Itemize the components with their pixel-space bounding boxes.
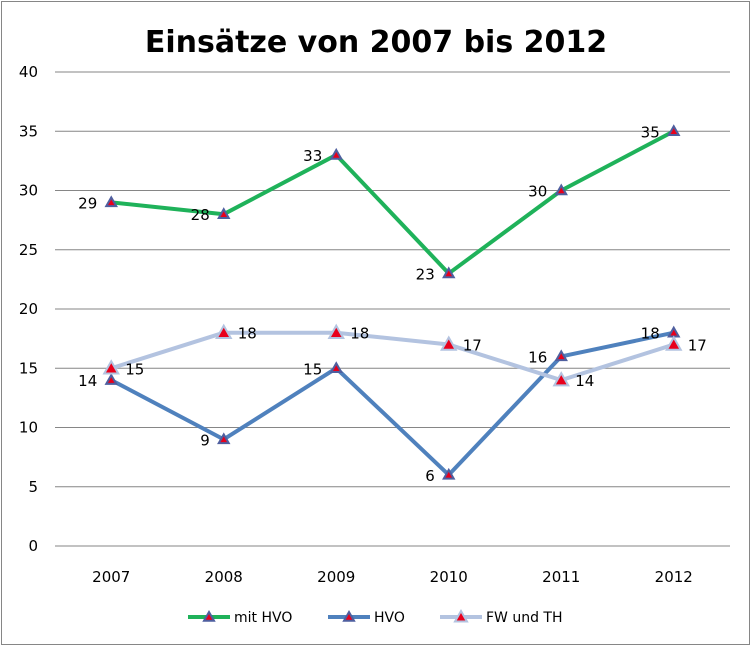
legend-item: FW und TH — [440, 608, 563, 626]
data-label: 28 — [191, 206, 210, 224]
series-mit-hvo: 29 28 33 23 30 35 — [78, 123, 681, 283]
triangle-marker — [342, 609, 356, 622]
data-label: 16 — [528, 348, 547, 366]
y-tick-label: 10 — [19, 419, 38, 437]
triangle-marker — [102, 359, 120, 375]
y-tick-label: 40 — [19, 63, 38, 81]
data-label: 18 — [641, 325, 660, 343]
triangle-marker — [453, 608, 469, 623]
data-label: 18 — [350, 325, 369, 343]
y-tick-label: 35 — [19, 122, 38, 140]
y-tick-label: 25 — [19, 241, 38, 259]
triangle-marker — [442, 266, 456, 279]
x-tick-label: 2009 — [317, 568, 355, 586]
triangle-marker — [104, 195, 118, 208]
y-tick-label: 30 — [19, 182, 38, 200]
y-tick-label: 5 — [28, 478, 38, 496]
triangle-marker — [667, 325, 681, 338]
data-label: 35 — [641, 123, 660, 141]
triangle-marker — [554, 183, 568, 196]
data-label: 9 — [200, 431, 210, 449]
legend-label: FW und TH — [486, 610, 563, 626]
triangle-marker — [554, 349, 568, 362]
x-tick-label: 2010 — [430, 568, 468, 586]
data-label: 14 — [78, 372, 97, 390]
triangle-marker — [215, 323, 233, 339]
triangle-marker — [327, 323, 345, 339]
legend-label: HVO — [374, 610, 405, 626]
series-hvo: 14 9 15 6 16 18 — [78, 325, 681, 485]
triangle-marker — [217, 207, 231, 219]
x-tick-label: 2008 — [205, 568, 243, 586]
data-label: 23 — [416, 265, 435, 283]
series-line — [111, 129, 675, 276]
x-tick-label: 2012 — [655, 568, 693, 586]
data-label: 33 — [303, 147, 322, 165]
triangle-marker — [329, 361, 343, 373]
y-tick-label: 0 — [28, 537, 38, 555]
series-line — [110, 330, 675, 477]
series-line — [110, 330, 675, 383]
triangle-marker — [440, 335, 458, 351]
data-label: 18 — [238, 325, 257, 343]
legend-label: mit HVO — [234, 610, 292, 626]
data-label: 17 — [688, 337, 707, 355]
legend-item: mit HVO — [188, 609, 292, 626]
triangle-marker — [202, 609, 216, 622]
triangle-marker — [329, 147, 343, 160]
triangle-marker — [665, 335, 683, 351]
triangle-marker — [552, 371, 570, 387]
data-label: 30 — [528, 183, 547, 201]
data-label: 14 — [575, 372, 594, 390]
data-label: 29 — [78, 194, 97, 212]
data-label: 15 — [303, 360, 322, 378]
x-tick-label: 2007 — [92, 568, 130, 586]
triangle-marker — [217, 432, 231, 445]
data-label: 6 — [425, 467, 435, 485]
y-tick-label: 20 — [19, 300, 38, 318]
triangle-marker — [442, 467, 456, 480]
series-fw-und-th: 15 18 18 17 14 17 — [102, 323, 707, 390]
data-label: 15 — [125, 360, 144, 378]
chart-title: Einsätze von 2007 bis 2012 — [145, 25, 607, 60]
data-label: 17 — [463, 337, 482, 355]
triangle-marker — [104, 373, 118, 385]
triangle-marker — [667, 124, 681, 136]
y-tick-label: 15 — [19, 359, 38, 377]
legend-item: HVO — [328, 609, 405, 626]
x-tick-label: 2011 — [542, 568, 580, 586]
